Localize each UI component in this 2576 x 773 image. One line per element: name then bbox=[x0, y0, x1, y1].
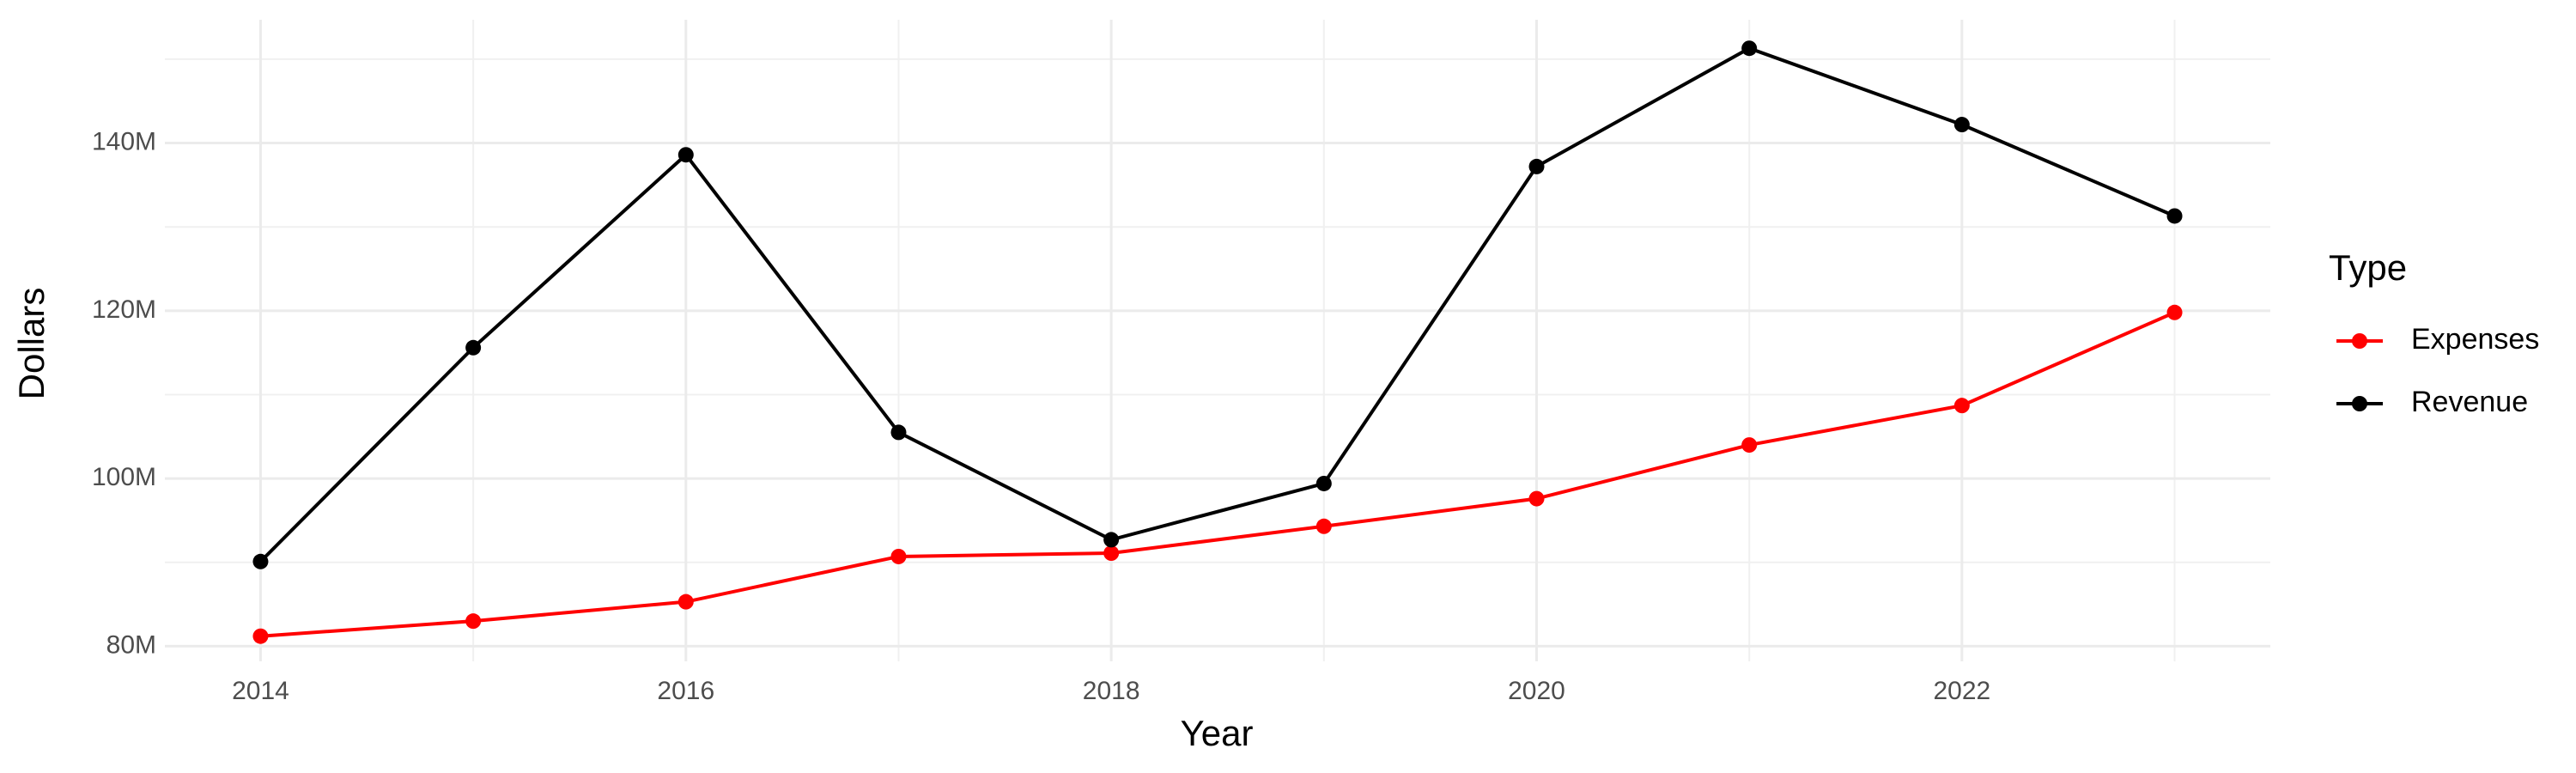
y-tick-label: 80M bbox=[106, 630, 156, 659]
x-tick-label: 2022 bbox=[1933, 677, 1990, 705]
data-point bbox=[1315, 475, 1332, 491]
legend-label: Expenses bbox=[2411, 323, 2539, 356]
x-tick-label: 2020 bbox=[1508, 677, 1565, 705]
legend-key-point bbox=[2352, 333, 2367, 349]
y-tick-label: 140M bbox=[92, 127, 156, 155]
legend-title: Type bbox=[2329, 247, 2407, 288]
y-tick-label: 120M bbox=[92, 295, 156, 324]
y-tick-label: 100M bbox=[92, 463, 156, 491]
x-axis-title: Year bbox=[1181, 713, 1254, 753]
data-point bbox=[1528, 158, 1545, 174]
legend-label: Revenue bbox=[2411, 386, 2528, 418]
data-point bbox=[1103, 532, 1120, 548]
data-point bbox=[2166, 208, 2183, 224]
y-axis-title: Dollars bbox=[11, 288, 52, 400]
data-point bbox=[1315, 518, 1332, 534]
data-point bbox=[1103, 545, 1120, 562]
data-point bbox=[1528, 490, 1545, 507]
legend-key-point bbox=[2352, 396, 2367, 411]
data-point bbox=[252, 628, 269, 644]
x-tick-label: 2018 bbox=[1083, 677, 1140, 705]
data-point bbox=[1953, 398, 1970, 414]
data-point bbox=[677, 147, 694, 163]
x-tick-label: 2016 bbox=[657, 677, 714, 705]
data-point bbox=[890, 424, 907, 441]
data-point bbox=[2166, 304, 2183, 320]
data-point bbox=[1741, 40, 1758, 57]
series-line bbox=[259, 46, 2176, 563]
data-point bbox=[465, 339, 482, 356]
data-point bbox=[1953, 117, 1970, 133]
data-point bbox=[890, 548, 907, 564]
data-point bbox=[1741, 437, 1758, 453]
data-point bbox=[465, 613, 482, 630]
data-point bbox=[677, 593, 694, 610]
data-point bbox=[252, 553, 269, 569]
x-tick-label: 2014 bbox=[232, 677, 289, 705]
series-line bbox=[260, 310, 2176, 638]
